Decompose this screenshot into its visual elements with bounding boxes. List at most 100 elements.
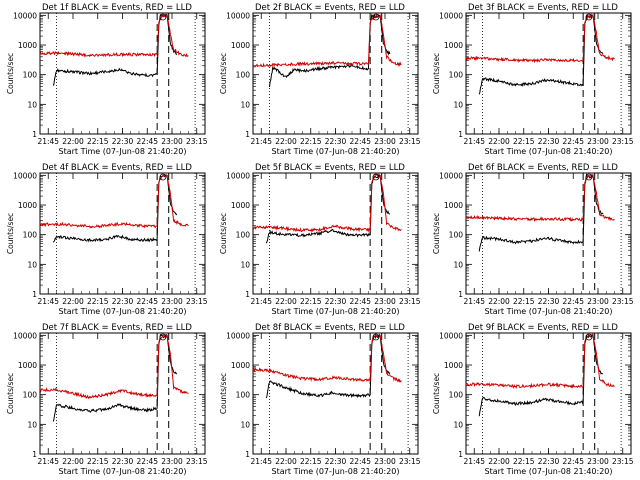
y-tick-label: 10 [453, 260, 463, 269]
x-axis-label: Start Time (07-Jun-08 21:40:20) [272, 467, 400, 476]
plot-frame [465, 12, 632, 135]
y-tick-label: 10 [240, 260, 250, 269]
x-tick-label: 23:15 [399, 297, 421, 306]
x-tick-label: 22:15 [513, 297, 535, 306]
y-axis-label: Counts/sec [6, 373, 15, 414]
series-line-lld [253, 173, 402, 233]
y-tick-label: 1 [245, 290, 250, 299]
x-tick-label: 22:45 [136, 297, 158, 306]
panel-title: Det 4f BLACK = Events, RED = LLD [42, 163, 192, 173]
series-line-events [478, 173, 604, 252]
detector-panel: Det 8f BLACK = Events, RED = LLD 1 10 100 10… [219, 323, 421, 476]
series-line-events [265, 333, 391, 399]
x-tick-label: 22:45 [349, 457, 371, 466]
series-line-lld [466, 333, 615, 390]
y-tick-label: 1 [458, 450, 463, 459]
x-tick-label: 22:30 [325, 297, 347, 306]
y-tick-label: 1000 [231, 41, 250, 50]
y-tick-label: 10000 [226, 331, 250, 340]
y-axis-label: Counts/sec [6, 213, 15, 254]
x-axis-label: Start Time (07-Jun-08 21:40:20) [59, 147, 187, 156]
panel-title: Det 5f BLACK = Events, RED = LLD [255, 163, 405, 173]
x-tick-label: 22:45 [562, 137, 584, 146]
series-line-lld [40, 334, 189, 400]
x-tick-label: 22:15 [300, 137, 322, 146]
detector-panel: Det 2f BLACK = Events, RED = LLD 1 10 100 10… [219, 3, 421, 156]
peak-marker-circle [372, 13, 380, 21]
y-tick-label: 1000 [444, 361, 463, 370]
y-tick-label: 100 [236, 391, 251, 400]
peak-marker-circle [159, 333, 167, 341]
y-tick-label: 1 [32, 450, 37, 459]
peak-marker-circle [585, 333, 593, 341]
y-tick-label: 10000 [226, 171, 250, 180]
peak-marker-circle [585, 173, 593, 181]
x-tick-label: 22:30 [538, 297, 560, 306]
detector-panel: Det 1f BLACK = Events, RED = LLD 1 10 100 10… [6, 3, 208, 156]
x-tick-label: 22:30 [538, 457, 560, 466]
x-tick-label: 22:15 [300, 297, 322, 306]
y-tick-label: 10000 [13, 331, 37, 340]
x-tick-label: 22:15 [87, 457, 109, 466]
y-tick-label: 1 [245, 450, 250, 459]
panel-title: Det 3f BLACK = Events, RED = LLD [468, 3, 618, 13]
y-tick-label: 10000 [439, 171, 463, 180]
panel-title: Det 2f BLACK = Events, RED = LLD [255, 3, 405, 13]
y-tick-label: 1 [32, 290, 37, 299]
plot-frame [39, 172, 206, 295]
series-line-events [52, 13, 178, 86]
detector-panel: Det 7f BLACK = Events, RED = LLD 1 10 100 10… [6, 323, 208, 476]
x-tick-label: 23:15 [186, 137, 208, 146]
y-tick-label: 100 [449, 71, 464, 80]
y-tick-label: 1 [458, 290, 463, 299]
x-tick-label: 22:00 [275, 297, 297, 306]
plot-frame [252, 12, 419, 135]
panel-title: Det 8f BLACK = Events, RED = LLD [255, 323, 405, 333]
x-tick-label: 22:45 [562, 297, 584, 306]
x-axis-label: Start Time (07-Jun-08 21:40:20) [59, 307, 187, 316]
x-tick-label: 21:45 [250, 297, 272, 306]
y-tick-label: 10000 [13, 171, 37, 180]
panel-title: Det 6f BLACK = Events, RED = LLD [468, 163, 618, 173]
y-tick-label: 1000 [231, 201, 250, 210]
y-tick-label: 1000 [18, 41, 37, 50]
y-tick-label: 1 [32, 130, 37, 139]
y-tick-label: 1000 [444, 41, 463, 50]
x-tick-label: 23:15 [612, 137, 634, 146]
x-tick-label: 23:00 [587, 297, 609, 306]
x-tick-label: 21:45 [37, 137, 59, 146]
x-tick-label: 21:45 [37, 297, 59, 306]
x-tick-label: 23:15 [399, 457, 421, 466]
series-line-lld [466, 173, 615, 223]
x-axis-label: Start Time (07-Jun-08 21:40:20) [272, 307, 400, 316]
detector-panel: Det 9f BLACK = Events, RED = LLD 1 10 100 10… [432, 323, 634, 476]
x-tick-label: 21:45 [463, 137, 485, 146]
x-tick-label: 22:30 [112, 297, 134, 306]
x-tick-label: 23:15 [612, 297, 634, 306]
x-axis-label: Start Time (07-Jun-08 21:40:20) [485, 307, 613, 316]
detector-panel: Det 3f BLACK = Events, RED = LLD 1 10 100 10… [432, 3, 634, 156]
y-tick-label: 100 [449, 231, 464, 240]
x-tick-label: 21:45 [250, 137, 272, 146]
x-tick-label: 21:45 [37, 457, 59, 466]
y-tick-label: 10 [240, 420, 250, 429]
x-axis-label: Start Time (07-Jun-08 21:40:20) [485, 467, 613, 476]
y-tick-label: 100 [23, 71, 38, 80]
y-tick-label: 10000 [439, 331, 463, 340]
x-tick-label: 22:30 [325, 457, 347, 466]
plot-frame [39, 12, 206, 135]
x-tick-label: 22:45 [349, 297, 371, 306]
peak-marker-circle [159, 13, 167, 21]
series-line-events [478, 13, 604, 95]
y-tick-label: 1000 [18, 201, 37, 210]
x-tick-label: 21:45 [463, 297, 485, 306]
panel-title: Det 1f BLACK = Events, RED = LLD [42, 3, 192, 13]
x-tick-label: 23:00 [374, 457, 396, 466]
x-tick-label: 22:00 [62, 137, 84, 146]
x-tick-label: 22:15 [87, 297, 109, 306]
peak-marker-circle [585, 13, 593, 21]
series-line-events [478, 333, 604, 417]
x-tick-label: 22:15 [87, 137, 109, 146]
y-tick-label: 1 [458, 130, 463, 139]
